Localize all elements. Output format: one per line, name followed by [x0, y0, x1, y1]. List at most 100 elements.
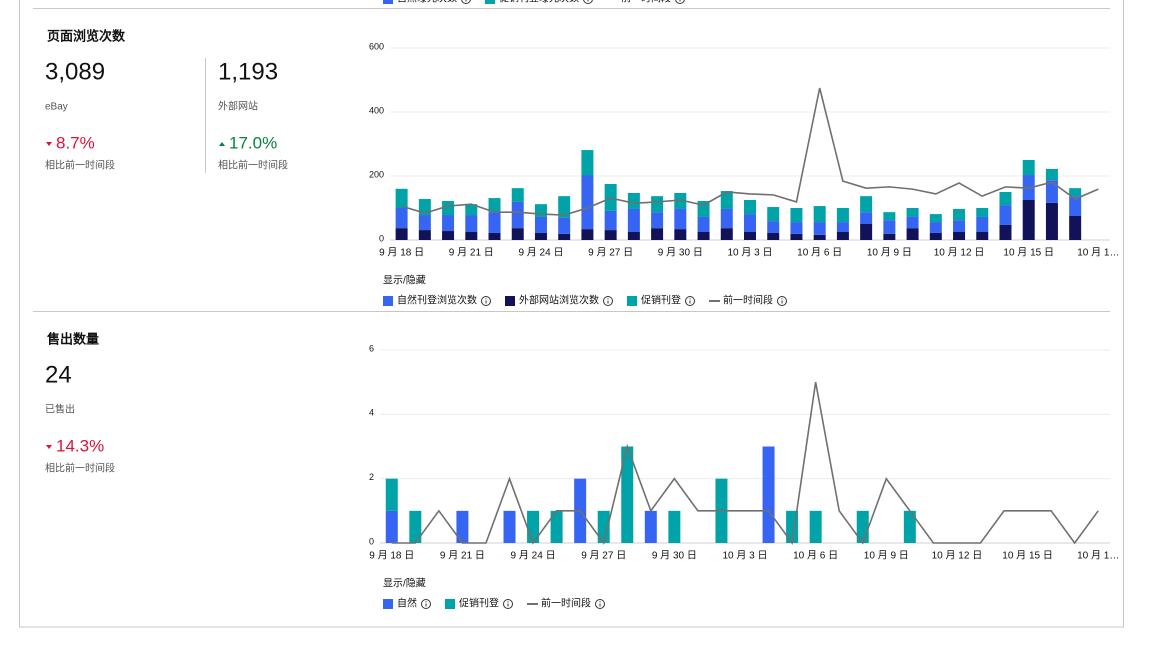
bar: [668, 510, 681, 543]
bar: [906, 208, 919, 217]
y-tick-label: 0: [369, 536, 374, 546]
legend-label[interactable]: 促销刊登曝光次数: [499, 0, 579, 5]
bar: [674, 229, 687, 240]
info-icon: [603, 296, 613, 306]
legend-label[interactable]: 自然曝光次数: [397, 0, 457, 5]
info-icon-dot: [599, 601, 601, 603]
bar: [999, 205, 1012, 225]
bar: [720, 228, 733, 240]
legend-swatch: [383, 296, 393, 306]
bar: [385, 478, 398, 511]
bar: [503, 510, 516, 543]
bar: [488, 198, 501, 213]
x-tick-label: 9 月 18 日: [369, 550, 414, 562]
x-tick-label: 10 月 12 日: [932, 550, 983, 562]
bar: [442, 200, 455, 216]
change-arrow: [46, 142, 52, 146]
info-icon: [685, 296, 695, 306]
bar: [1022, 160, 1035, 176]
x-tick-label: 10 月 15 日: [1003, 247, 1054, 259]
bar: [860, 212, 873, 224]
info-icon-dot: [425, 601, 427, 603]
bar: [1069, 196, 1082, 216]
info-icon: [583, 0, 593, 4]
x-tick-label: 10 月 6 日: [797, 247, 842, 259]
bar: [550, 510, 563, 543]
bar: [860, 224, 873, 240]
legend-swatch: [485, 0, 495, 4]
info-icon-dot: [507, 601, 509, 603]
bar: [581, 150, 594, 176]
bar: [604, 210, 617, 231]
info-icon: [595, 599, 605, 609]
legend-label[interactable]: 前一时间段: [541, 597, 591, 610]
y-tick-label: 200: [369, 169, 384, 179]
bar: [790, 222, 803, 234]
section-title: 售出数量: [47, 331, 99, 346]
legend-swatch: [627, 296, 637, 306]
x-tick-label: 9 月 24 日: [518, 247, 563, 259]
x-tick-label: 10 月 3 日: [722, 550, 767, 562]
bar: [395, 228, 408, 240]
line-series: [401, 87, 1099, 216]
bar: [581, 175, 594, 230]
panel-border: [19, 0, 1124, 628]
legend-label[interactable]: 促销刊登: [641, 294, 681, 307]
bar: [767, 221, 780, 233]
legend-label[interactable]: 外部网站浏览次数: [519, 294, 599, 307]
bar: [442, 215, 455, 232]
y-tick-label: 600: [369, 41, 384, 51]
x-tick-label: 9 月 27 日: [581, 550, 626, 562]
legend-swatch: [445, 599, 455, 609]
bar: [418, 199, 431, 216]
change-arrow: [219, 142, 225, 146]
x-tick-label: 10 月 3 日: [727, 247, 772, 259]
bar: [465, 204, 478, 216]
bar: [953, 232, 966, 240]
bar: [953, 220, 966, 232]
bar: [813, 234, 826, 240]
metric-change: 14.3%: [56, 436, 104, 455]
bar: [860, 196, 873, 213]
y-tick-label: 6: [369, 343, 374, 353]
bar: [790, 208, 803, 223]
info-icon-dot: [607, 298, 609, 300]
bar: [767, 207, 780, 222]
legend-label[interactable]: 前一时间段: [723, 294, 773, 307]
legend-label[interactable]: 自然刊登浏览次数: [397, 294, 477, 307]
bar: [385, 510, 398, 543]
bar: [627, 208, 640, 232]
bar: [511, 201, 524, 229]
bar: [395, 208, 408, 229]
x-tick-label: 9 月 24 日: [511, 550, 556, 562]
y-tick-label: 400: [369, 105, 384, 115]
bar: [929, 232, 942, 240]
bar: [651, 196, 664, 213]
bar: [903, 510, 916, 543]
bar: [720, 208, 733, 229]
bar: [906, 228, 919, 240]
legend-label[interactable]: 前一时间段: [621, 0, 671, 5]
bar: [456, 510, 469, 543]
bar: [744, 214, 756, 232]
info-icon: [461, 0, 471, 4]
y-tick-label: 0: [379, 233, 384, 243]
x-tick-label: 9 月 21 日: [440, 550, 485, 562]
info-icon: [777, 296, 787, 306]
metric-source: 已售出: [45, 403, 75, 416]
x-tick-label: 9 月 21 日: [449, 247, 494, 259]
legend-label[interactable]: 促销刊登: [459, 597, 499, 610]
bar: [674, 208, 687, 230]
bar: [697, 216, 710, 232]
metric-change: 8.7%: [56, 133, 95, 152]
x-tick-label: 10 月 12 日: [934, 247, 985, 259]
x-tick-label: 10 月 15 日: [1002, 550, 1053, 562]
metric-source: 外部网站: [218, 100, 258, 113]
legend-swatch: [383, 599, 393, 609]
bar: [1069, 216, 1082, 240]
info-icon-dot: [485, 298, 487, 300]
section-title: 页面浏览次数: [47, 28, 126, 43]
bar: [906, 216, 919, 229]
info-icon: [421, 599, 431, 609]
legend-label[interactable]: 自然: [397, 597, 417, 610]
